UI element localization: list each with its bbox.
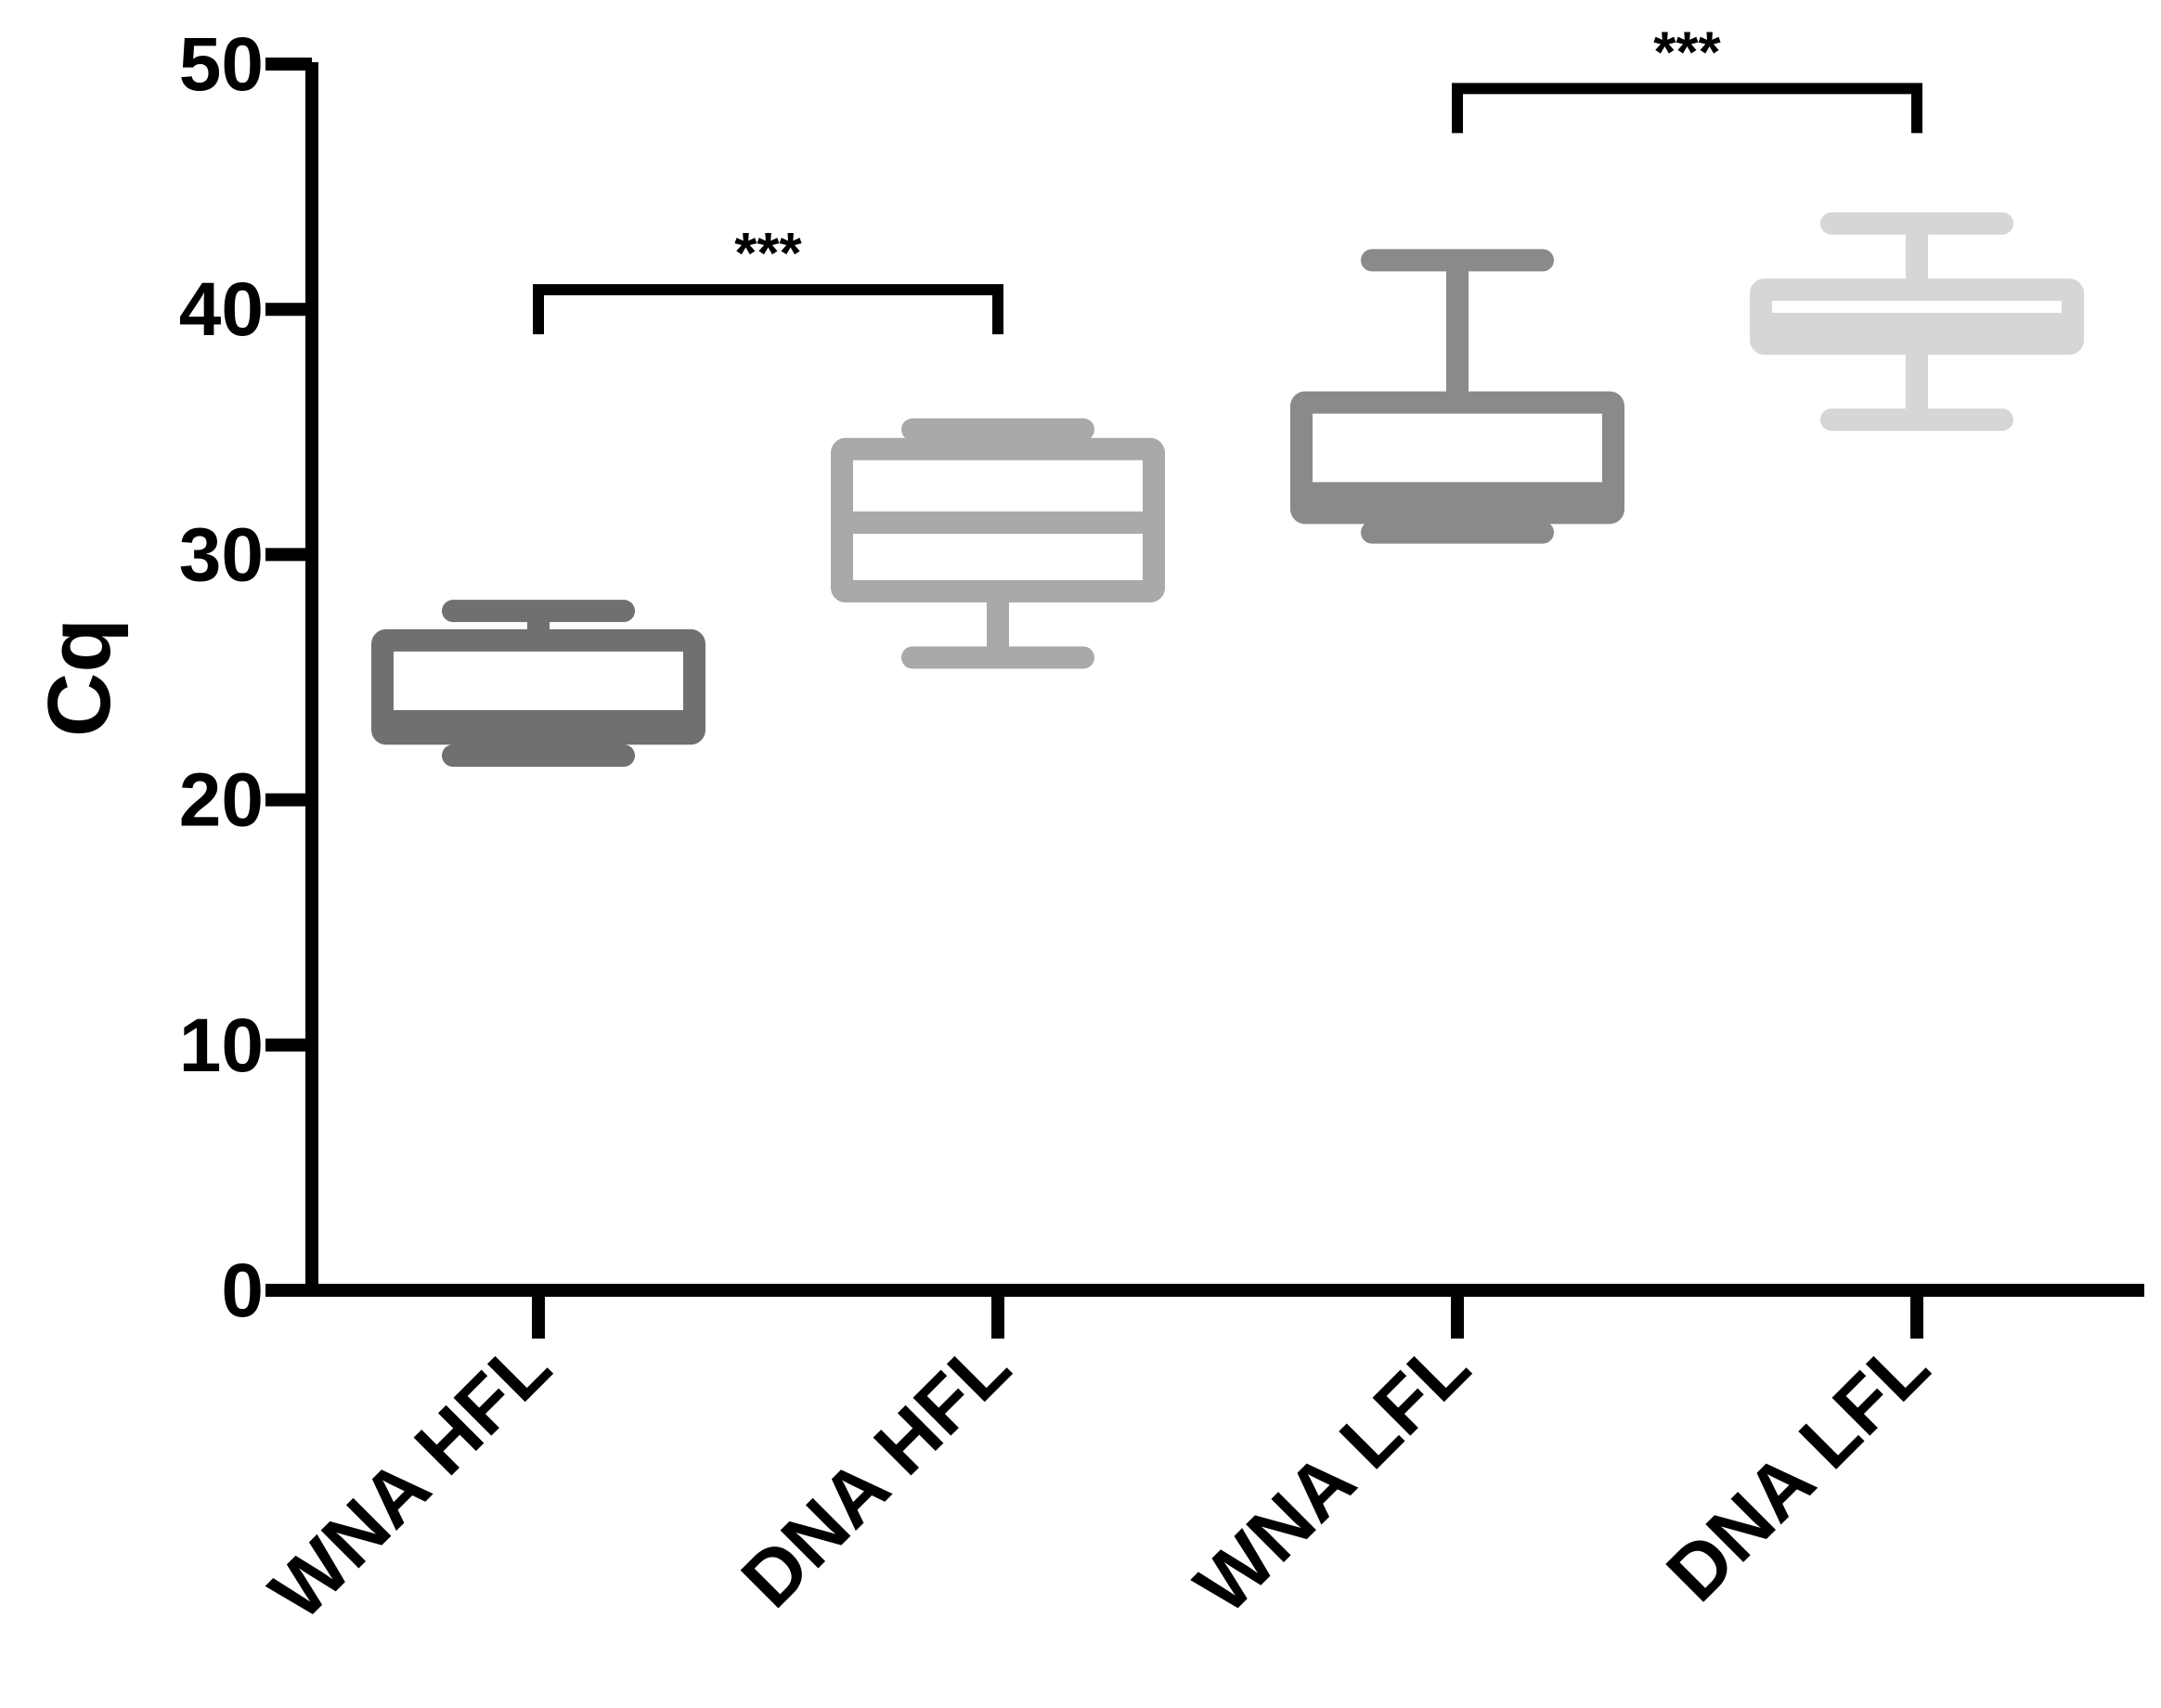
y-tick-label: 50 <box>179 22 264 107</box>
x-tick-label: DNA HFL <box>725 1322 1027 1624</box>
significance-bracket <box>533 284 1003 335</box>
y-tick-label: 30 <box>179 512 264 597</box>
y-axis-title: Cq <box>30 618 129 737</box>
x-tick-label: WNA LFL <box>1178 1322 1485 1629</box>
x-tick-label: WNA HFL <box>253 1322 567 1636</box>
x-tick-label: DNA LFL <box>1650 1322 1945 1617</box>
significance-label: *** <box>734 222 802 286</box>
y-tick-label: 10 <box>179 1003 264 1088</box>
y-tick-label: 0 <box>221 1249 264 1333</box>
significance-label: *** <box>1653 20 1721 84</box>
significance-bracket <box>1452 83 1922 134</box>
y-tick-label: 40 <box>179 267 264 352</box>
y-tick-label: 20 <box>179 758 264 843</box>
